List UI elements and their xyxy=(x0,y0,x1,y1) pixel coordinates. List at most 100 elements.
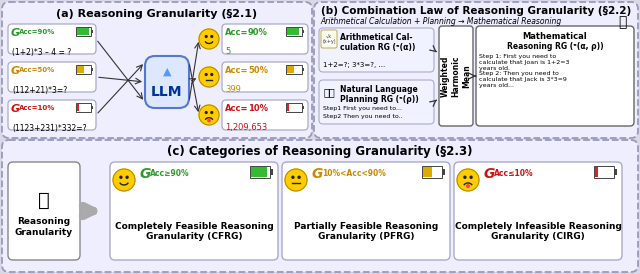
Text: G: G xyxy=(484,167,495,181)
FancyBboxPatch shape xyxy=(476,26,634,126)
Text: Planning RG (ᵊ(ρ)): Planning RG (ᵊ(ρ)) xyxy=(340,95,419,104)
Text: 🧠: 🧠 xyxy=(38,190,50,210)
Text: 90%: 90% xyxy=(248,28,268,37)
Text: LLM: LLM xyxy=(151,85,183,99)
Text: Natural Language: Natural Language xyxy=(340,85,418,94)
Bar xyxy=(91,30,93,33)
Circle shape xyxy=(120,176,122,178)
Text: (c) Categories of Reasoning Granularity (§2.3): (c) Categories of Reasoning Granularity … xyxy=(167,145,473,158)
Bar xyxy=(76,103,91,112)
Text: Arithmetical Cal-: Arithmetical Cal- xyxy=(340,33,413,42)
Bar xyxy=(594,166,614,178)
Bar xyxy=(302,67,304,72)
Circle shape xyxy=(199,29,219,49)
FancyBboxPatch shape xyxy=(321,30,337,48)
Text: (1123+231)*332=?: (1123+231)*332=? xyxy=(12,124,86,133)
Bar xyxy=(302,105,304,110)
Text: Step 1: First you need to
calculate that Joan is 1+2=3
years old.
Step 2: Then y: Step 1: First you need to calculate that… xyxy=(479,54,570,88)
Bar xyxy=(91,67,93,72)
Text: 1,209,653: 1,209,653 xyxy=(225,123,268,132)
Text: culation RG (ᵊ(α)): culation RG (ᵊ(α)) xyxy=(340,43,415,52)
Circle shape xyxy=(208,119,210,122)
Circle shape xyxy=(211,36,212,37)
Bar xyxy=(595,167,598,177)
Text: ▲: ▲ xyxy=(163,67,172,77)
FancyBboxPatch shape xyxy=(110,162,278,260)
Text: Acc≥90%: Acc≥90% xyxy=(150,169,189,178)
Text: Weighted
Harmonic
Mean: Weighted Harmonic Mean xyxy=(441,55,471,97)
FancyBboxPatch shape xyxy=(8,62,96,92)
Circle shape xyxy=(211,112,212,113)
Text: 10%<Acc<90%: 10%<Acc<90% xyxy=(322,169,386,178)
Text: √x
(x+y): √x (x+y) xyxy=(322,34,336,44)
Circle shape xyxy=(205,112,207,113)
Text: (b) Combination Law of Reasoning Granularity (§2.2): (b) Combination Law of Reasoning Granula… xyxy=(321,6,631,16)
Text: Acc=90%: Acc=90% xyxy=(19,29,56,35)
Bar xyxy=(270,169,273,175)
Circle shape xyxy=(199,105,219,125)
Circle shape xyxy=(205,74,207,75)
Text: 1+2=?; 3*3=?, ...: 1+2=?; 3*3=?, ... xyxy=(323,62,385,68)
Bar xyxy=(76,65,91,74)
Bar xyxy=(250,166,270,178)
Bar xyxy=(286,103,302,112)
FancyBboxPatch shape xyxy=(2,140,638,272)
Bar xyxy=(286,65,302,74)
Text: Reasoning RG (ᵊ(α, ρ)): Reasoning RG (ᵊ(α, ρ)) xyxy=(507,42,604,51)
Text: Arithmetical Calculation + Planning → Mathematical Reasoning: Arithmetical Calculation + Planning → Ma… xyxy=(320,16,561,25)
Text: 399: 399 xyxy=(225,85,241,94)
Text: 📄🔍: 📄🔍 xyxy=(323,87,335,97)
FancyBboxPatch shape xyxy=(439,26,473,126)
Text: 🧠: 🧠 xyxy=(618,15,626,29)
Bar xyxy=(77,28,88,35)
FancyBboxPatch shape xyxy=(319,28,434,72)
FancyBboxPatch shape xyxy=(282,162,450,260)
Text: (1+2)*3 – 4 = ?: (1+2)*3 – 4 = ? xyxy=(12,48,71,57)
Circle shape xyxy=(470,176,472,178)
Text: Acc=10%: Acc=10% xyxy=(19,105,56,111)
Text: G: G xyxy=(11,28,20,38)
Text: Acc≤10%: Acc≤10% xyxy=(494,169,534,178)
Text: Step2 Then you need to..: Step2 Then you need to.. xyxy=(323,114,403,119)
Circle shape xyxy=(457,169,479,191)
Text: G: G xyxy=(312,167,323,181)
Circle shape xyxy=(205,36,207,37)
Circle shape xyxy=(199,67,219,87)
Bar xyxy=(287,104,289,111)
Text: 50%: 50% xyxy=(248,66,268,75)
Text: (a) Reasoning Granularity (§2.1): (a) Reasoning Granularity (§2.1) xyxy=(56,9,257,19)
Text: Acc=: Acc= xyxy=(225,66,248,75)
Text: Completely Infeasible Reasoning
Granularity (CIRG): Completely Infeasible Reasoning Granular… xyxy=(454,222,621,241)
FancyBboxPatch shape xyxy=(8,100,96,130)
FancyBboxPatch shape xyxy=(2,2,312,138)
Text: 5: 5 xyxy=(225,47,230,56)
FancyBboxPatch shape xyxy=(314,2,638,138)
Text: Step1 First you need to...: Step1 First you need to... xyxy=(323,106,402,111)
Text: (112+21)*3=?: (112+21)*3=? xyxy=(12,86,67,95)
Bar xyxy=(302,30,304,33)
Bar xyxy=(77,104,79,111)
Text: Partially Feasible Reasoning
Granularity (PFRG): Partially Feasible Reasoning Granularity… xyxy=(294,222,438,241)
Text: Reasoning
Granularity: Reasoning Granularity xyxy=(15,217,73,237)
Circle shape xyxy=(292,176,294,178)
FancyBboxPatch shape xyxy=(222,100,308,130)
Bar xyxy=(442,169,445,175)
Text: 10%: 10% xyxy=(248,104,268,113)
Bar xyxy=(77,66,83,73)
Bar xyxy=(251,167,267,177)
Circle shape xyxy=(211,74,212,75)
Text: Completely Feasible Reasoning
Granularity (CFRG): Completely Feasible Reasoning Granularit… xyxy=(115,222,273,241)
Circle shape xyxy=(467,185,469,187)
FancyBboxPatch shape xyxy=(145,56,189,108)
Circle shape xyxy=(113,169,135,191)
Circle shape xyxy=(285,169,307,191)
Circle shape xyxy=(298,176,300,178)
Bar xyxy=(91,105,93,110)
Bar xyxy=(76,27,91,36)
FancyBboxPatch shape xyxy=(222,62,308,92)
Text: Acc=: Acc= xyxy=(225,28,248,37)
Bar xyxy=(422,166,442,178)
FancyBboxPatch shape xyxy=(454,162,622,260)
Bar xyxy=(287,28,300,35)
Text: G: G xyxy=(11,104,20,114)
